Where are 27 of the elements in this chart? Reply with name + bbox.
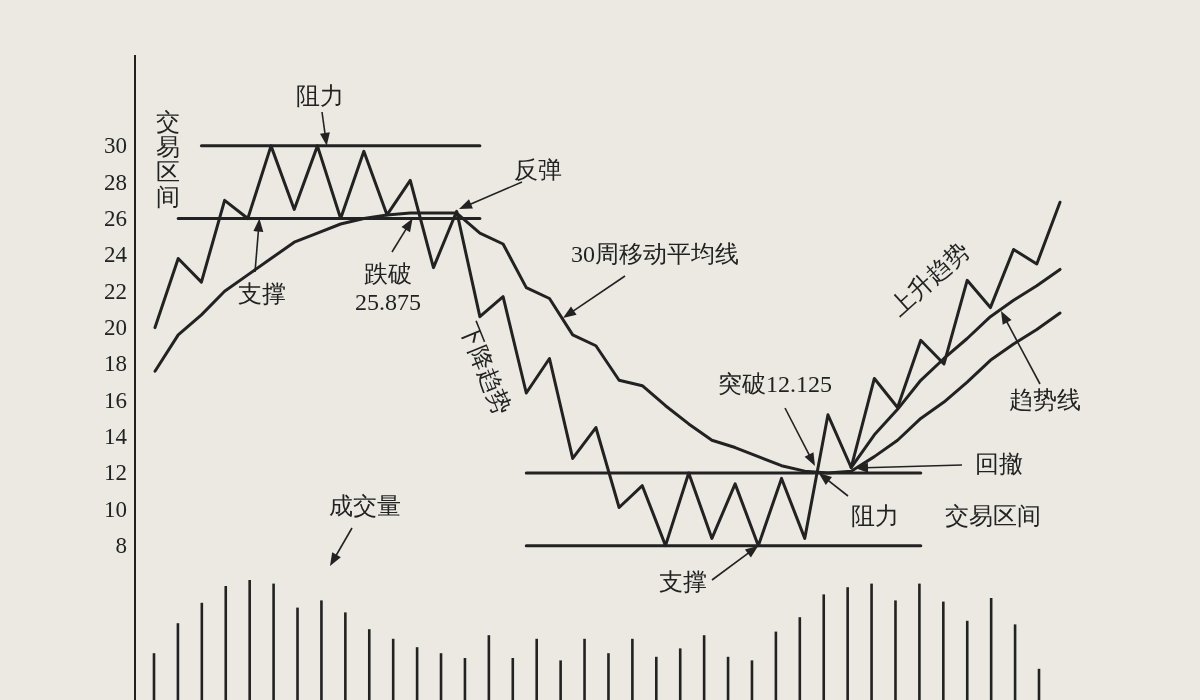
annotation: 交易区间	[945, 503, 1041, 529]
y-tick-label: 14	[104, 424, 128, 450]
annotation: 交易区间	[156, 109, 180, 210]
y-tick-label: 30	[104, 133, 127, 159]
y-tick-label: 18	[104, 351, 127, 377]
annotation: 阻力	[851, 503, 899, 529]
annotation: 趋势线	[1009, 387, 1081, 413]
annotation: 30周移动平均线	[571, 241, 739, 267]
y-tick-label: 20	[104, 315, 127, 341]
y-tick-label: 24	[104, 242, 128, 268]
annotation: 下降趋势	[455, 319, 516, 419]
y-tick-label: 12	[104, 460, 127, 486]
y-tick-label: 10	[104, 496, 127, 522]
annotation: 阻力	[296, 83, 344, 109]
annotation: 突破12.125	[718, 371, 832, 397]
annotation: 支撑	[659, 569, 707, 595]
annotation: 支撑	[238, 281, 286, 307]
y-tick-label: 8	[115, 533, 127, 559]
y-tick-label: 16	[104, 387, 127, 413]
annotation: 反弹	[514, 157, 562, 183]
annotation: 成交量	[329, 493, 401, 519]
y-tick-label: 22	[104, 278, 127, 304]
annotation: 上升趋势	[885, 237, 975, 321]
annotation: 跌破 25.875	[355, 261, 421, 315]
y-tick-label: 28	[104, 169, 127, 195]
y-tick-label: 26	[104, 206, 127, 232]
annotation: 回撤	[975, 451, 1023, 477]
